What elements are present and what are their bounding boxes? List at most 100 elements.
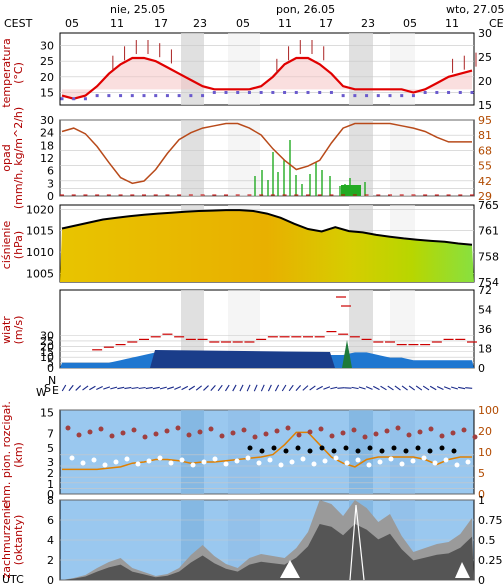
wind-arrow — [288, 384, 294, 392]
wind-arrow — [351, 386, 359, 390]
y-tick-label: 20 — [40, 71, 54, 84]
wind-arrow — [422, 385, 430, 391]
y-tick-label-right: 68 — [478, 144, 492, 157]
y-tick-label-right: 758 — [478, 250, 499, 263]
y-tick-label: 4 — [47, 534, 54, 547]
ylabel-vis-l1: chm. pion. rozcigał. — [0, 401, 13, 509]
humidity-line — [61, 122, 472, 185]
ylabel-temperature: temperatura (°C) — [0, 38, 25, 107]
wind-arrow — [159, 386, 167, 390]
visibility-dot — [410, 458, 416, 464]
visibility-dot — [366, 462, 372, 468]
dewpoint-point — [212, 90, 216, 94]
cloud-base-dot — [197, 429, 203, 435]
wind-arrow — [281, 384, 287, 392]
visibility-dot — [399, 461, 405, 467]
low-cloud-dot — [415, 445, 421, 451]
cloud-base-dot — [450, 430, 456, 436]
cloud-base-dot — [472, 434, 478, 440]
visibility-dot — [432, 460, 438, 466]
night-band — [181, 33, 204, 105]
y-tick-label: 24 — [40, 127, 54, 140]
wind-arrow — [358, 386, 366, 390]
wind-arrow — [138, 386, 146, 390]
wind-arrow — [316, 385, 323, 391]
wind-arrow — [302, 385, 309, 391]
wind-arrow — [152, 386, 160, 390]
cloud-base-dot — [65, 425, 71, 431]
wind-peak — [342, 340, 352, 368]
wind-arrow — [131, 386, 139, 390]
wind-arrow — [274, 384, 280, 392]
dewpoint-point — [236, 90, 240, 94]
wind-arrow — [117, 386, 125, 390]
visibility-dot — [454, 462, 460, 468]
cloud-base-dot — [241, 427, 247, 433]
cloud-base-dot — [98, 426, 104, 432]
dewpoint-point — [400, 94, 404, 98]
ylabel-wind: wiatr (m/s) — [0, 316, 25, 345]
wind-arrow — [188, 385, 196, 391]
wind-arrow — [124, 386, 132, 390]
visibility-dot — [322, 458, 328, 464]
hour-label: 05 — [403, 17, 417, 30]
dewpoint-point — [411, 94, 415, 98]
ylabel-precip-l1: opad — [0, 144, 13, 171]
dewpoint-point — [60, 97, 64, 101]
compass-label: E — [52, 384, 59, 397]
y-tick-label-right: 25 — [478, 51, 492, 64]
dewpoint-point — [423, 90, 427, 94]
visibility-dot — [443, 457, 449, 463]
y-tick-label: 10 — [40, 351, 54, 364]
dewpoint-point — [119, 94, 123, 98]
y-tick-label: 25 — [40, 335, 54, 348]
wind-arrow — [387, 385, 394, 391]
wind-arrow — [309, 385, 316, 391]
visibility-dot — [190, 462, 196, 468]
wind-arrow — [145, 386, 153, 390]
visibility-dot — [256, 460, 262, 466]
visibility-dot — [212, 456, 218, 462]
y-tick-label-right: 1 — [478, 494, 485, 507]
dewpoint-point — [447, 90, 451, 94]
cloud-base-dot — [351, 427, 357, 433]
night-band — [390, 33, 415, 105]
cloud-line-white — [349, 504, 365, 581]
y-tick-label: 1020 — [26, 203, 54, 216]
low-cloud-dot — [403, 448, 409, 454]
y-tick-label-right: 81 — [478, 129, 492, 142]
y-tick-label: 0 — [47, 190, 54, 203]
cloud-base-dot — [263, 431, 269, 437]
dewpoint-point — [165, 94, 169, 98]
cloud-white-patch — [455, 562, 470, 578]
y-tick-label: 6 — [47, 514, 54, 527]
visibility-dot — [135, 461, 141, 467]
dewpoint-point — [353, 94, 357, 98]
cloud-base-dot — [252, 434, 258, 440]
dewpoint-point — [201, 94, 205, 98]
night-band — [181, 120, 204, 196]
dewpoint-point — [271, 90, 275, 94]
visibility-dot — [289, 459, 295, 465]
tz-right: CE — [489, 17, 504, 30]
wind-arrow — [365, 386, 373, 390]
cloud-base-dot — [406, 432, 412, 438]
y-tick-label-right: 0 — [478, 574, 485, 584]
cloud-base-dot — [395, 425, 401, 431]
wind-arrow — [373, 385, 380, 391]
tz-left: CEST — [4, 17, 33, 30]
compass-label: W — [36, 386, 47, 399]
dewpoint-point — [306, 90, 310, 94]
dewpoint-point — [376, 94, 380, 98]
wind-arrow — [465, 387, 473, 389]
visibility-dot — [476, 456, 482, 462]
dewpoint-point — [259, 90, 263, 94]
cloud-base-dot — [329, 433, 335, 439]
cloud-base-dot — [285, 425, 291, 431]
y-tick-label: 20 — [40, 340, 54, 353]
night-band — [349, 33, 373, 105]
hour-label: 17 — [154, 17, 168, 30]
y-tick-label: 5 — [47, 357, 54, 370]
wind-arrow — [61, 384, 67, 392]
